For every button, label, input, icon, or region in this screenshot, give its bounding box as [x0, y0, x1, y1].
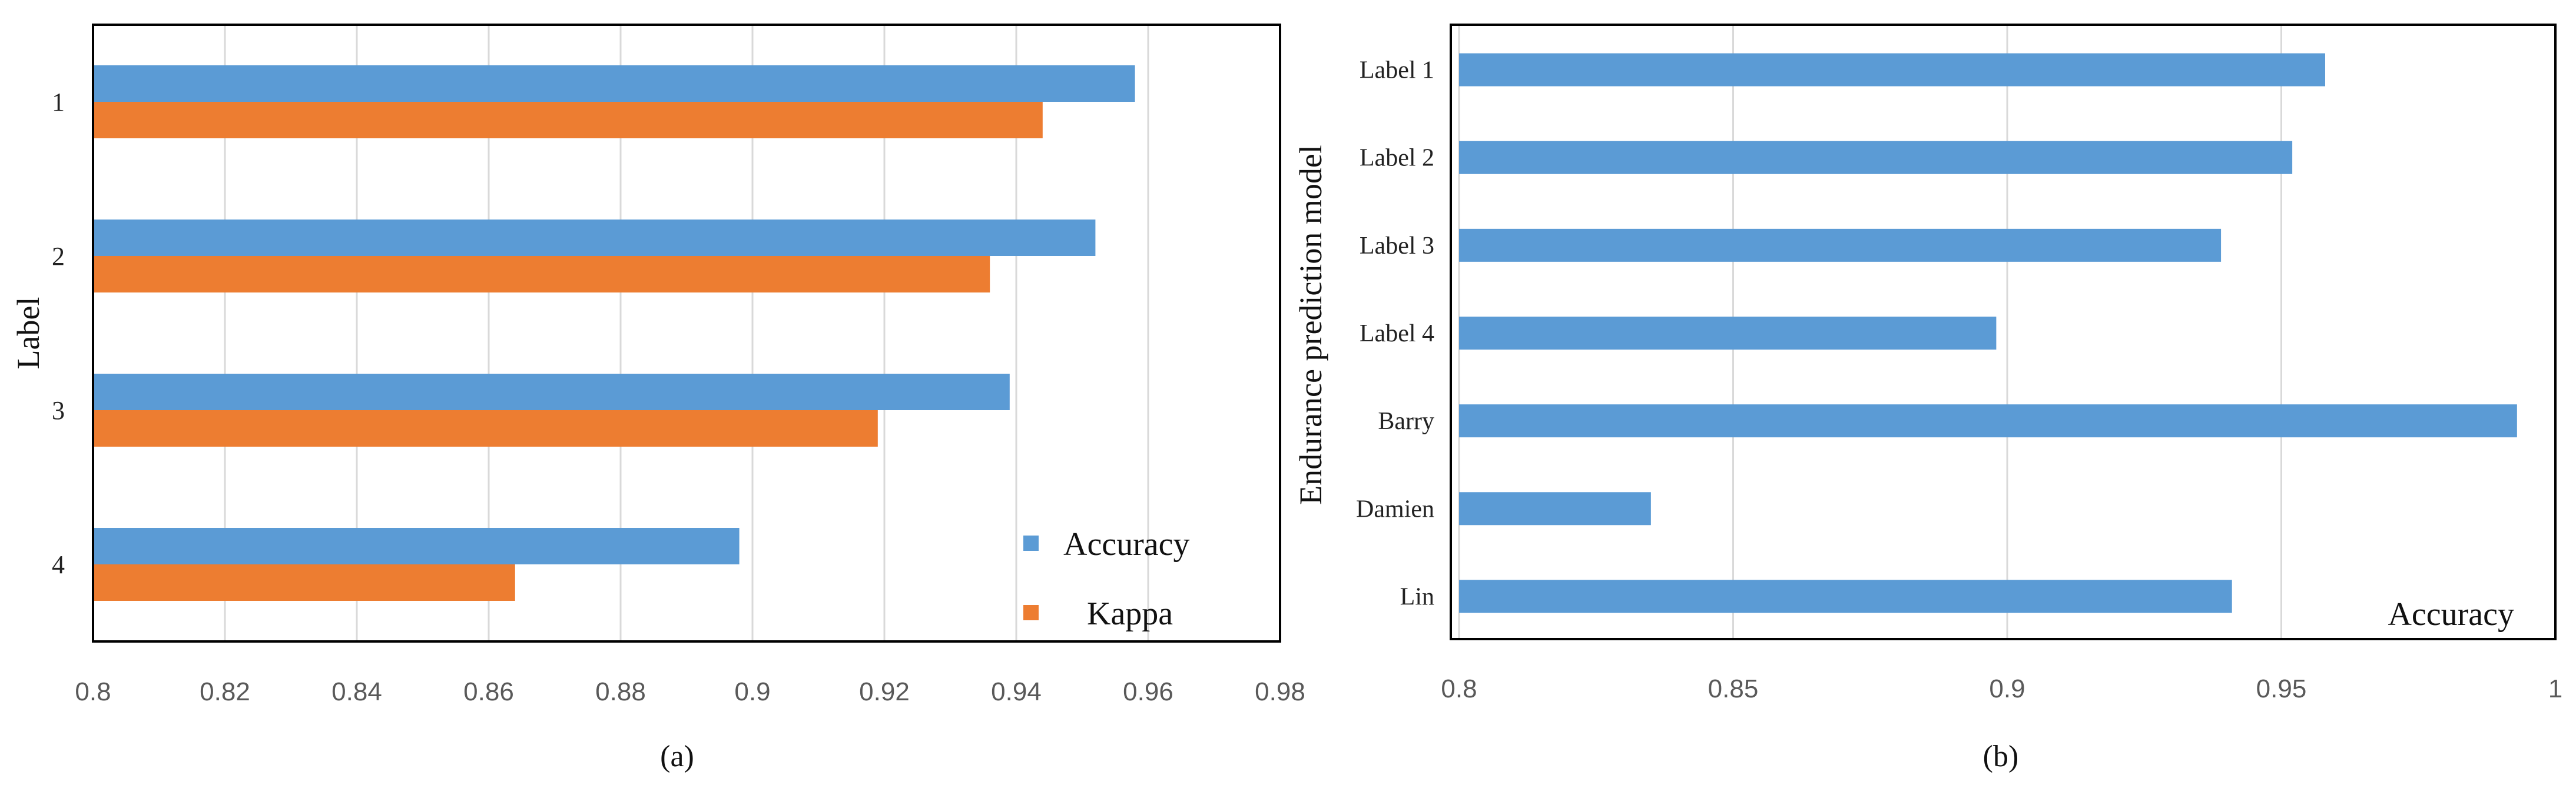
x-tick-labels-b: 0.8 0.85 0.9 0.95 1: [1441, 674, 2562, 703]
category-label: Barry: [1378, 408, 1434, 435]
category-labels-a: 1 2 3 4: [52, 88, 65, 579]
bar-accuracy-label-4: [93, 528, 740, 564]
bar-kappa-label-3: [93, 410, 878, 447]
category-label: Label 2: [1360, 145, 1434, 172]
bars-a: [93, 65, 1135, 601]
category-label: Label 3: [1360, 232, 1434, 260]
category-label: 4: [52, 550, 65, 579]
category-label: 1: [52, 88, 65, 117]
bar-kappa-label-1: [93, 102, 1043, 138]
x-tick-label: 0.88: [595, 677, 646, 706]
bar-accuracy-barry: [1459, 404, 2517, 438]
y-axis-label-b: Endurance prediction model: [1293, 145, 1328, 505]
category-label: 3: [52, 396, 65, 425]
x-tick-label: 0.95: [2256, 674, 2307, 703]
x-tick-label: 0.98: [1255, 677, 1305, 706]
category-label: Label 4: [1360, 320, 1434, 347]
bar-kappa-label-4: [93, 564, 515, 601]
bar-accuracy-label-3: [1459, 228, 2222, 262]
legend-a: Accuracy Kappa: [1023, 526, 1190, 632]
y-axis-label-a: Label: [11, 297, 46, 370]
legend-label-accuracy: Accuracy: [1063, 526, 1190, 563]
bar-accuracy-label-4: [1459, 317, 1997, 350]
x-tick-label: 0.84: [331, 677, 382, 706]
corner-label-accuracy: Accuracy: [2388, 596, 2514, 633]
x-tick-label: 0.9: [734, 677, 770, 706]
x-tick-label: 0.86: [463, 677, 514, 706]
category-labels-b: Label 1 Label 2 Label 3 Label 4 Barry Damien L…: [1356, 57, 1434, 611]
legend-swatch-kappa: [1023, 605, 1039, 620]
category-label: Lin: [1400, 583, 1434, 610]
x-tick-label: 0.85: [1708, 674, 1759, 703]
x-tick-label: 0.92: [859, 677, 910, 706]
plot-frame-a: [92, 24, 1281, 643]
category-label: Label 1: [1360, 57, 1434, 84]
x-tick-labels-a: 0.8 0.82 0.84 0.86 0.88 0.9 0.92 0.94 0.96 0.98: [75, 677, 1305, 706]
bar-kappa-label-2: [93, 256, 990, 292]
bar-accuracy-label-2: [93, 220, 1096, 256]
chart-panel-b: Label 1 Label 2 Label 3 Label 4 Barry Damien L…: [1293, 24, 2562, 773]
bar-accuracy-label-3: [93, 374, 1010, 410]
caption-a: (a): [660, 740, 694, 773]
bar-accuracy-label-1: [93, 65, 1135, 102]
x-tick-label: 0.94: [991, 677, 1042, 706]
x-tick-label: 0.96: [1123, 677, 1173, 706]
caption-b: (b): [1983, 740, 2019, 773]
bar-accuracy-label-2: [1459, 141, 2293, 174]
bars-b: [1459, 53, 2517, 613]
x-tick-label: 0.8: [75, 677, 111, 706]
x-tick-label: 0.8: [1441, 674, 1477, 703]
bar-accuracy-label-1: [1459, 53, 2325, 87]
legend-label-kappa: Kappa: [1087, 596, 1173, 632]
x-tick-label: 0.82: [200, 677, 250, 706]
category-label: Damien: [1356, 496, 1434, 523]
category-label: 2: [52, 242, 65, 271]
x-tick-label: 0.9: [1989, 674, 2025, 703]
x-tick-label: 1: [2548, 674, 2562, 703]
plot-frame-b: [1450, 24, 2557, 640]
bar-accuracy-lin: [1459, 580, 2232, 613]
legend-swatch-accuracy: [1023, 536, 1039, 551]
bar-accuracy-damien: [1459, 492, 1651, 526]
